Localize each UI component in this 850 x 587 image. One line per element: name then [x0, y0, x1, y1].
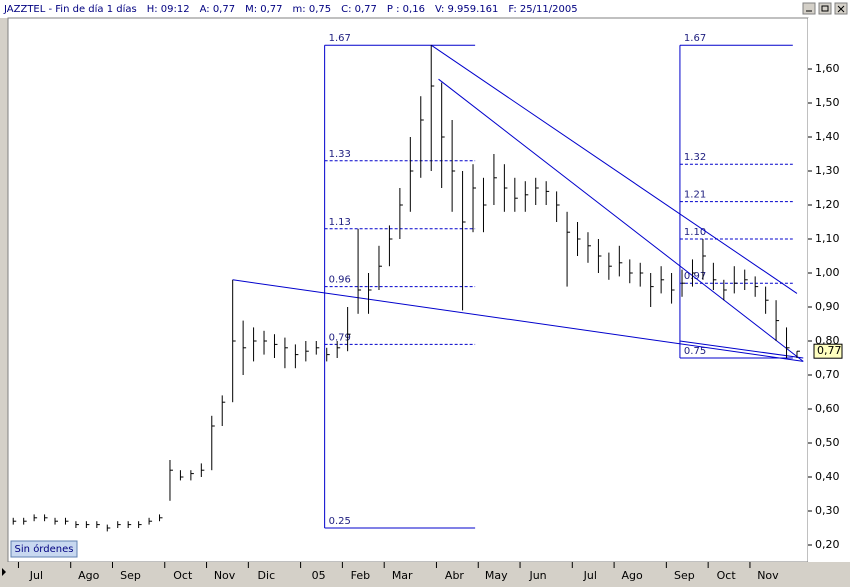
window-buttons[interactable] — [802, 2, 848, 15]
y-tick-label: 1,40 — [815, 130, 840, 143]
header-field: F: 25/11/2005 — [508, 4, 577, 15]
x-tick-label: Sep — [674, 569, 695, 582]
fib-label: 0.96 — [329, 275, 351, 286]
fib-label: 1.67 — [684, 33, 706, 44]
fib-label: 1.21 — [684, 190, 706, 201]
plot-area — [7, 17, 809, 563]
header-field: JAZZTEL - Fin de día 1 días — [3, 3, 137, 15]
y-tick-label: 1,10 — [815, 232, 840, 245]
trend-line — [438, 78, 804, 362]
header-field: H: 09:12 — [147, 4, 190, 15]
fib-label: 0.75 — [684, 346, 706, 357]
status-box — [10, 540, 78, 558]
y-tick-label: 1,60 — [815, 62, 840, 75]
y-tick-label: 1,50 — [815, 96, 840, 109]
fib-label: 0.25 — [329, 516, 351, 527]
title-bar — [0, 0, 850, 18]
status-text: Sin órdenes — [15, 543, 74, 555]
x-tick-label: Abr — [445, 569, 465, 582]
scroll-arrow[interactable] — [2, 568, 6, 576]
x-tick-label: Ago — [78, 569, 100, 582]
trend-line — [430, 44, 798, 294]
header-field: m: 0,75 — [293, 4, 332, 15]
header-field: P : 0,16 — [387, 4, 425, 15]
fib-label: 0.97 — [684, 271, 706, 282]
x-tick-label: May — [485, 569, 508, 582]
header-field: A: 0,77 — [200, 4, 235, 15]
x-tick-label: Oct — [173, 569, 193, 582]
header-field: V: 9.959.161 — [435, 4, 498, 15]
x-tick-label: 05 — [312, 569, 326, 582]
x-tick-label: Mar — [392, 569, 413, 582]
y-tick-label: 1,00 — [815, 266, 840, 279]
fib-label: 0.79 — [329, 332, 351, 343]
fib-label: 1.67 — [329, 33, 351, 44]
y-tick-label: 1,20 — [815, 198, 840, 211]
fib-label: 1.13 — [329, 217, 351, 228]
y-tick-label: 0,20 — [815, 538, 840, 551]
trend-line — [679, 340, 804, 359]
header-field: M: 0,77 — [245, 4, 282, 15]
trend-line — [232, 279, 804, 362]
x-tick-label: Nov — [214, 569, 236, 582]
x-tick-label: Feb — [351, 569, 370, 582]
maximize-button[interactable] — [818, 2, 832, 15]
fib-label: 1.32 — [684, 152, 706, 163]
x-tick-label: Sep — [120, 569, 141, 582]
x-tick-label: Jul — [29, 569, 43, 582]
x-tick-label: Jul — [583, 569, 597, 582]
x-tick-label: Oct — [717, 569, 737, 582]
y-tick-label: 0,50 — [815, 436, 840, 449]
y-tick-label: 0,60 — [815, 402, 840, 415]
last-price-label: 0,77 — [817, 344, 842, 357]
y-tick-label: 0,30 — [815, 504, 840, 517]
icon — [837, 5, 845, 13]
x-tick-label: Jun — [528, 569, 546, 582]
y-tick-label: 0,40 — [815, 470, 840, 483]
fib-label: 1.10 — [684, 227, 706, 238]
header-field: C: 0,77 — [341, 4, 377, 15]
x-tick-label: Ago — [621, 569, 643, 582]
y-axis-area — [808, 18, 850, 562]
icon — [821, 5, 829, 12]
last-price-tag — [813, 343, 843, 359]
y-tick-label: 1,30 — [815, 164, 840, 177]
minimize-button[interactable] — [802, 2, 816, 15]
y-tick-label: 0,70 — [815, 368, 840, 381]
x-tick-label: Nov — [757, 569, 779, 582]
y-tick-label: 0,90 — [815, 300, 840, 313]
x-tick-label: Dic — [258, 569, 276, 582]
fib-label: 1.33 — [329, 149, 351, 160]
